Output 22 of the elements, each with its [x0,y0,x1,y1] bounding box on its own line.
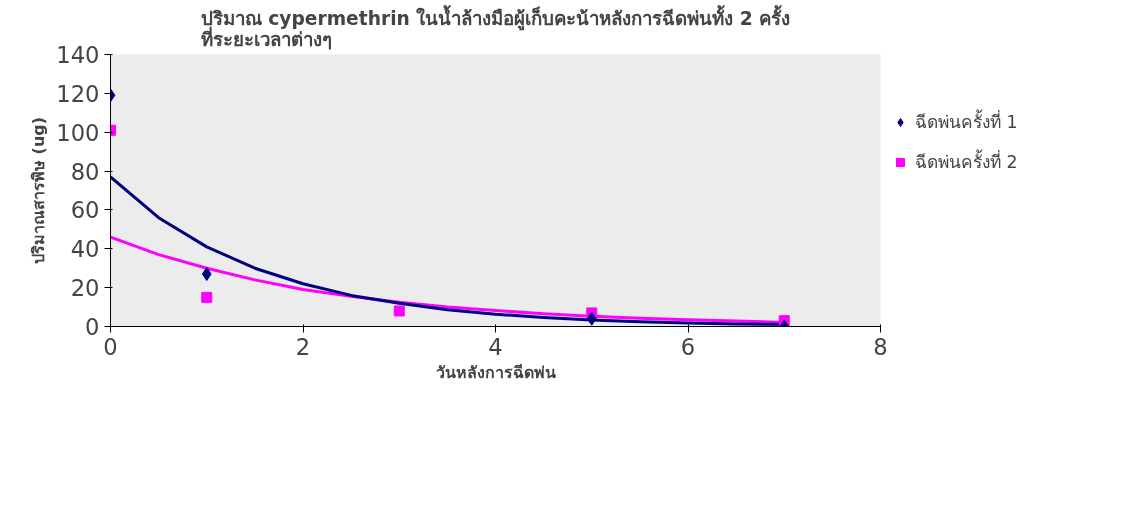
y-tick-label: 20 [70,275,100,302]
y-tick-label: 80 [70,158,100,185]
x-tick-label: 6 [680,333,696,360]
legend-label: ฉีดพ่นครั้งที่ 2 [915,148,1018,174]
chart-title: ปริมาณ cypermethrin ในน้ำล้างมือผู้เก็บคะน้าหลังการฉีดพ่นทั้ง 2 ครั้ง ที่ระยะเวลาต่างๆ [200,4,791,50]
y-tick-label: 60 [70,197,100,224]
y-axis-title: ปริมาณสารพิษ (ug) [29,116,49,265]
point [393,305,405,317]
point [586,311,597,326]
x-tick-label: 8 [873,333,888,360]
y-tick-label: 0 [85,314,100,340]
y-tick-label: 40 [70,236,100,263]
y-tick-label: 140 [56,42,100,68]
x-tick-label: 0 [103,333,118,360]
x-axis-title: วันหลังการฉีดพ่น [435,362,556,382]
point [201,291,213,303]
x-tick-label: 4 [488,333,503,360]
y-tick-label: 100 [56,119,100,146]
legend-label: ฉีดพ่นครั้งที่ 1 [915,108,1018,134]
y-tick-label: 120 [56,80,100,107]
point [201,267,212,282]
x-tick-label: 2 [295,333,311,360]
